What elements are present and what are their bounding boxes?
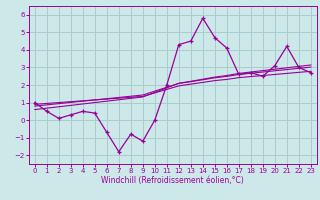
X-axis label: Windchill (Refroidissement éolien,°C): Windchill (Refroidissement éolien,°C) <box>101 176 244 185</box>
